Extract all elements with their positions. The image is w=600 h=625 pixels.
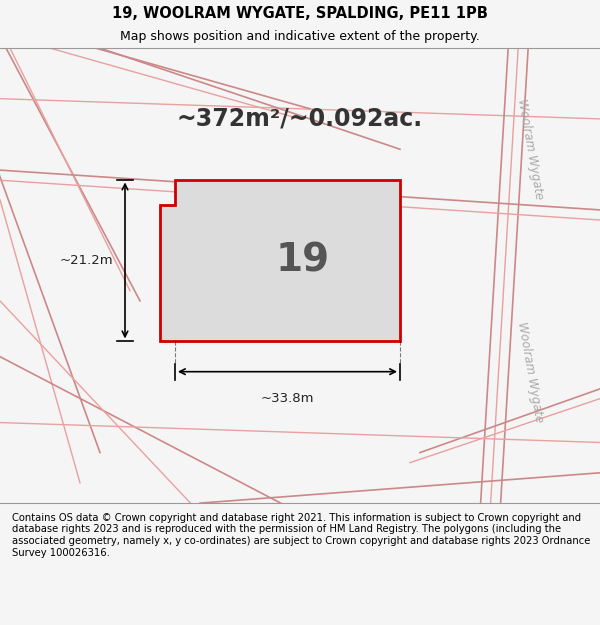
Text: Woolram Wygate: Woolram Wygate <box>515 321 545 423</box>
Text: Contains OS data © Crown copyright and database right 2021. This information is : Contains OS data © Crown copyright and d… <box>12 513 590 558</box>
Text: Woolram Wygate: Woolram Wygate <box>515 98 545 201</box>
Text: 19: 19 <box>275 241 329 279</box>
Text: 19, WOOLRAM WYGATE, SPALDING, PE11 1PB: 19, WOOLRAM WYGATE, SPALDING, PE11 1PB <box>112 6 488 21</box>
Text: Map shows position and indicative extent of the property.: Map shows position and indicative extent… <box>120 29 480 42</box>
Text: ~33.8m: ~33.8m <box>261 392 314 405</box>
Polygon shape <box>160 179 400 341</box>
Text: ~21.2m: ~21.2m <box>59 254 113 267</box>
Text: ~372m²/~0.092ac.: ~372m²/~0.092ac. <box>177 107 423 131</box>
